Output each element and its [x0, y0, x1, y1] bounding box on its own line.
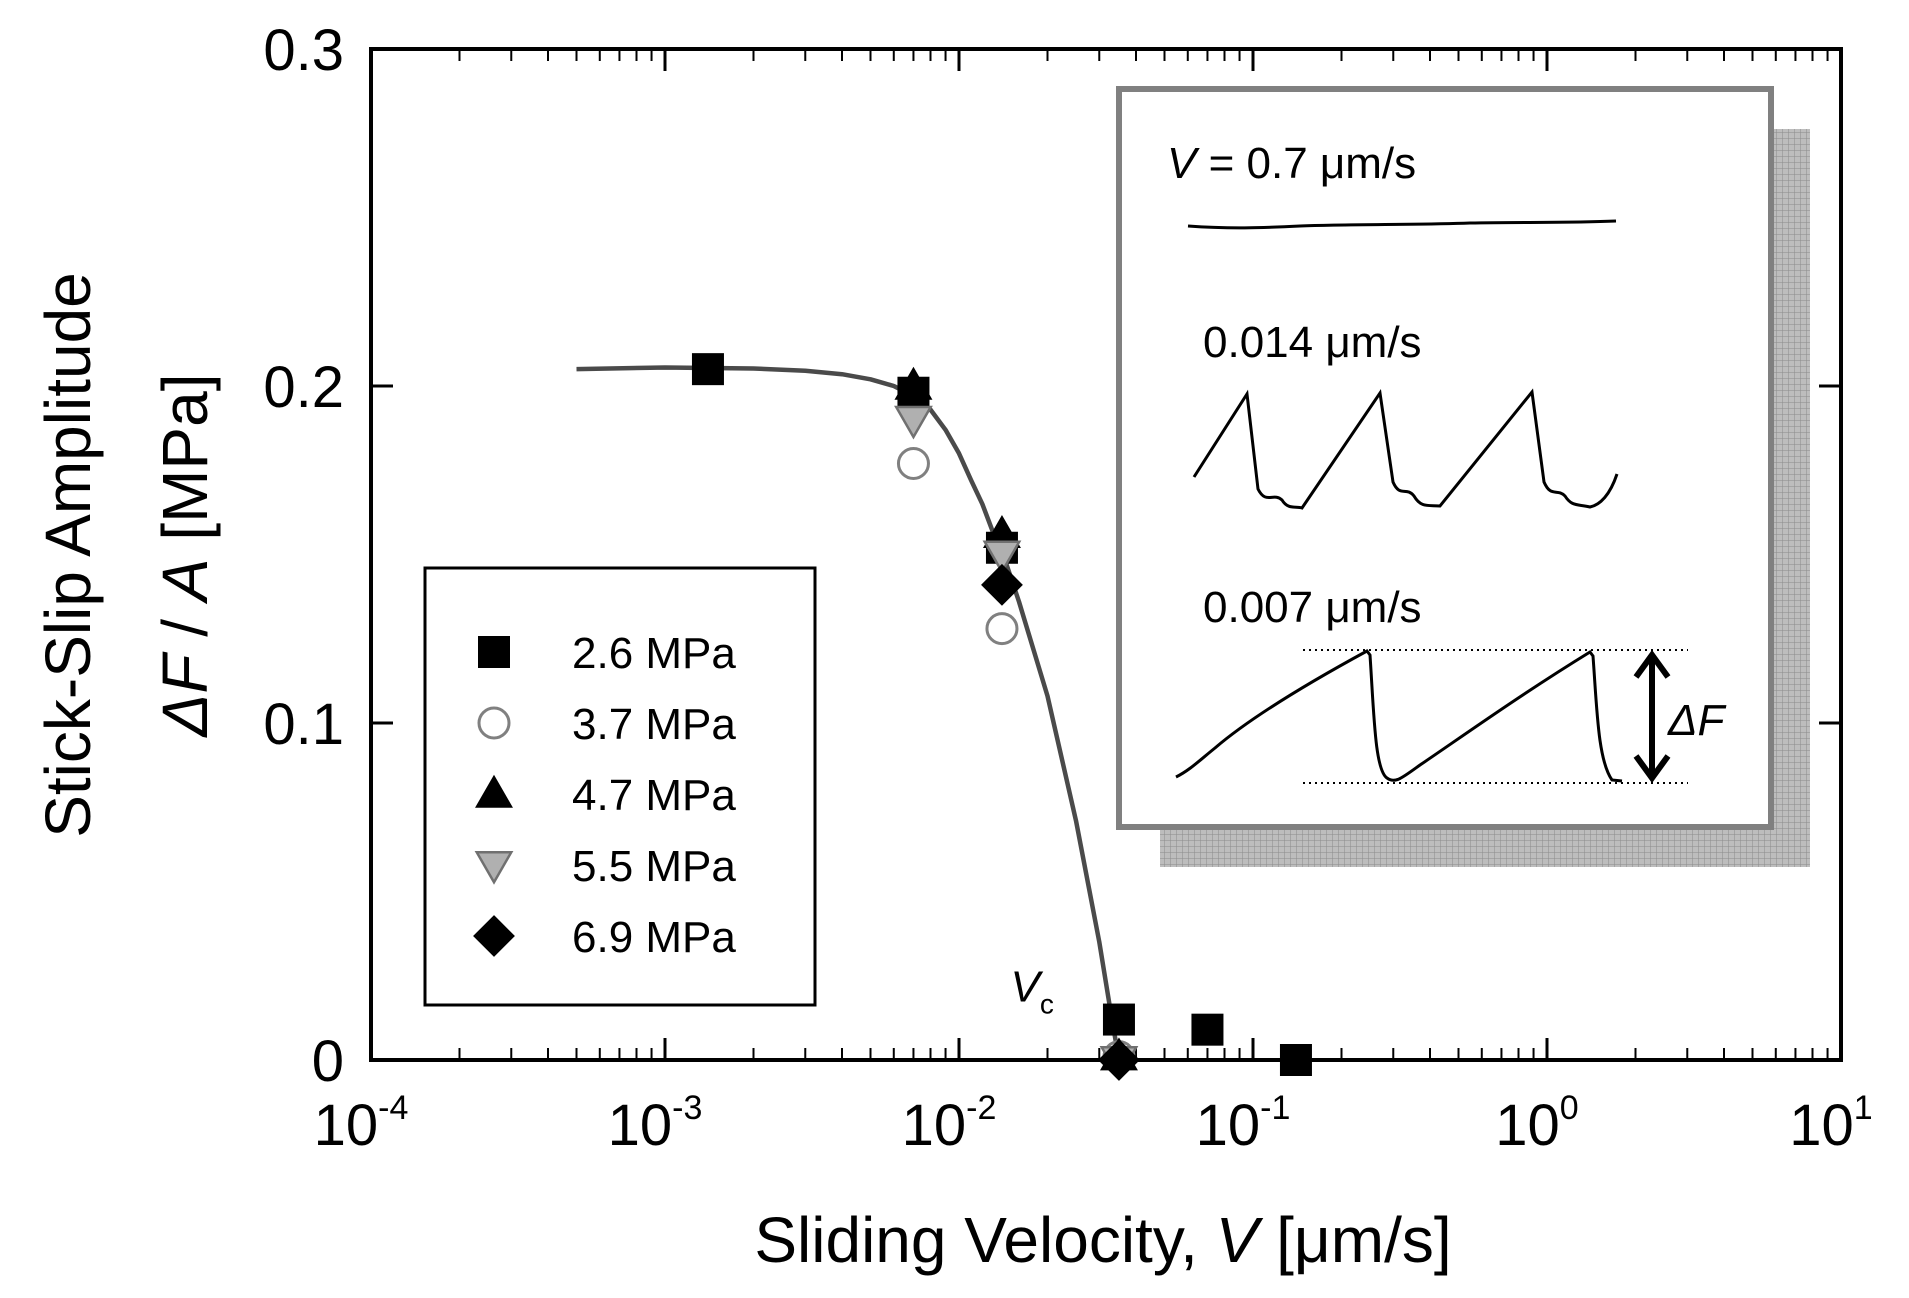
- legend-marker-2: [477, 706, 511, 740]
- x-axis-ticks: 10-4 10-3 10-2 10-1 100 101: [314, 49, 1873, 1158]
- legend-marker-3: [475, 774, 513, 808]
- inset-label-fast: V = 0.7 μm/s: [1167, 139, 1416, 188]
- inset-trace-medium: [1192, 388, 1619, 510]
- y-tick-label: 0.1: [263, 692, 344, 757]
- legend-label-5: 6.9 MPa: [572, 913, 736, 962]
- y-tick-label: 0: [312, 1029, 344, 1094]
- critical-velocity-label: Vc: [1010, 962, 1053, 1019]
- series-3-point: [894, 366, 933, 400]
- y-tick-label: 0.3: [263, 18, 344, 83]
- fit-curve: [576, 365, 1122, 1061]
- inset-box: [1116, 86, 1774, 830]
- amplitude-arrow-icon: [1633, 649, 1671, 784]
- series-4-point: [982, 540, 1022, 575]
- x-tick-label: 10-3: [608, 1089, 703, 1158]
- x-tick-label: 10-1: [1196, 1089, 1291, 1158]
- x-tick-label: 101: [1789, 1089, 1872, 1158]
- x-tick-label: 10-2: [902, 1089, 997, 1158]
- legend-label-4: 5.5 MPa: [572, 842, 736, 891]
- y-axis-title-line1: Stick-Slip Amplitude: [32, 272, 104, 838]
- y-tick-label: 0.2: [263, 355, 344, 420]
- legend-marker-4: [474, 851, 514, 885]
- inset-label-slow: 0.007 μm/s: [1203, 583, 1422, 632]
- x-tick-label: 100: [1495, 1089, 1578, 1158]
- series-1-point: [1102, 1003, 1135, 1036]
- legend-label-2: 3.7 MPa: [572, 700, 736, 749]
- series-1-point: [1279, 1044, 1312, 1076]
- series-1-point: [1191, 1013, 1224, 1046]
- series-5-point: [1098, 1039, 1140, 1081]
- legend-marker-5: [473, 915, 515, 957]
- series-1-point: [691, 353, 724, 386]
- data-markers: [691, 353, 1312, 1081]
- series-2-point: [985, 612, 1019, 646]
- amplitude-label: ΔF: [1667, 696, 1727, 745]
- series-2-point: [896, 447, 930, 481]
- inset-panel: V = 0.7 μm/s 0.014 μm/s 0.007 μm/s ΔF: [1116, 86, 1810, 867]
- y-axis-title-line2: ΔF / A [MPa]: [149, 374, 221, 739]
- x-axis-title: Sliding Velocity, V [μm/s]: [754, 1204, 1451, 1276]
- inset-trace-fast: [1187, 219, 1617, 230]
- legend: 2.6 MPa 3.7 MPa 4.7 MPa 5.5 MPa 6.9 MPa: [423, 566, 817, 1007]
- inset-label-medium: 0.014 μm/s: [1203, 318, 1422, 367]
- legend-marker-1: [478, 636, 510, 668]
- legend-label-1: 2.6 MPa: [572, 629, 736, 678]
- inset-trace-slow: [1175, 649, 1623, 783]
- series-4-point: [894, 405, 933, 440]
- x-tick-label: 10-4: [314, 1089, 409, 1158]
- series-5-point: [981, 563, 1023, 606]
- y-axis-ticks: 0 0.1 0.2 0.3: [263, 18, 1841, 1094]
- legend-label-3: 4.7 MPa: [572, 771, 736, 820]
